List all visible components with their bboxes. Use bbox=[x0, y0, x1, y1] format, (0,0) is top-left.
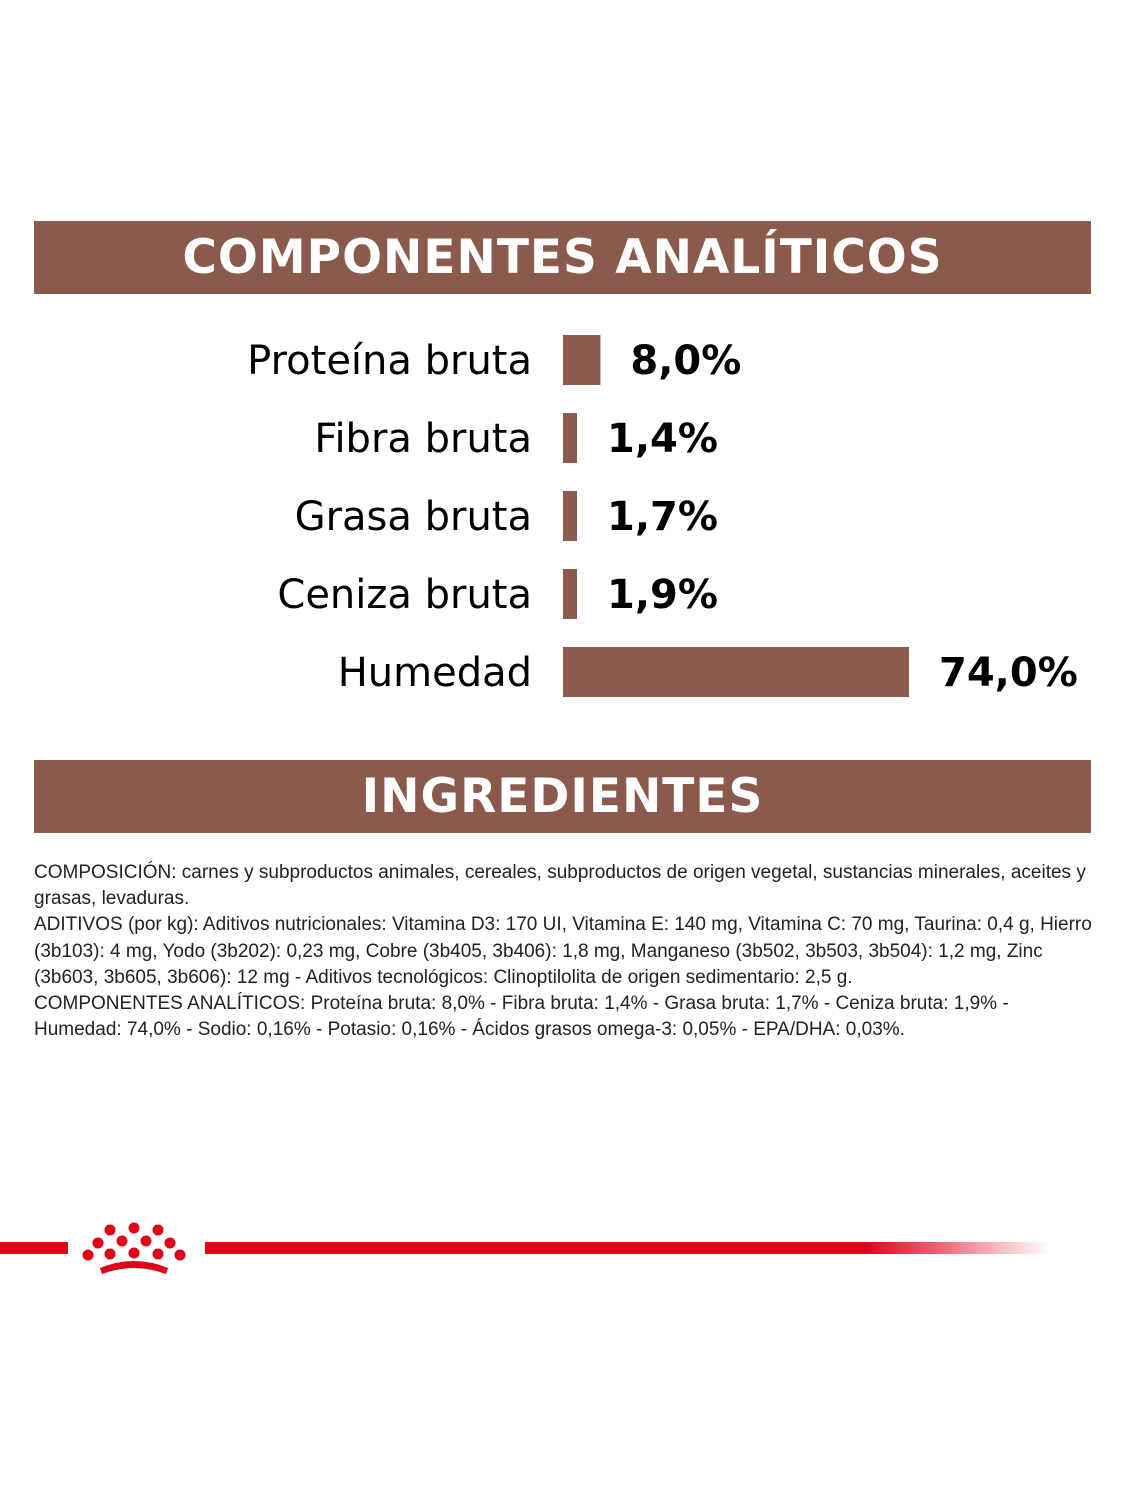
bar-label: Ceniza bruta bbox=[277, 572, 532, 618]
bar-label: Humedad bbox=[338, 650, 532, 696]
bar-label: Grasa bruta bbox=[295, 494, 532, 540]
bar-label: Fibra bruta bbox=[314, 416, 532, 462]
bar-value-label: 1,4% bbox=[607, 416, 718, 462]
ingredients-text: COMPOSICIÓN: carnes y subproductos anima… bbox=[34, 860, 1094, 1043]
analytics-bar-chart: Proteína bruta 8,0% Fibra bruta 1,4% Grasa b… bbox=[247, 335, 1078, 697]
bar bbox=[563, 491, 577, 541]
bar-value-label: 1,9% bbox=[607, 572, 718, 618]
ingredients-banner: INGREDIENTES bbox=[34, 760, 1091, 833]
royal-canin-crown-icon bbox=[82, 1222, 186, 1274]
bar bbox=[563, 335, 601, 385]
ingredients-title: INGREDIENTES bbox=[361, 769, 764, 824]
bar bbox=[563, 647, 909, 697]
brand-line-left bbox=[0, 1242, 68, 1254]
brand-strip bbox=[0, 1222, 1050, 1274]
bar-value-label: 8,0% bbox=[630, 338, 741, 384]
bar-value-label: 74,0% bbox=[939, 650, 1078, 696]
bar bbox=[563, 413, 577, 463]
bar-value-label: 1,7% bbox=[607, 494, 718, 540]
analytics-banner: COMPONENTES ANALÍTICOS bbox=[34, 221, 1091, 294]
additives-paragraph: ADITIVOS (por kg): Aditivos nutricionale… bbox=[34, 914, 1092, 988]
bar-label: Proteína bruta bbox=[247, 338, 532, 384]
bar bbox=[563, 569, 577, 619]
composition-paragraph: COMPOSICIÓN: carnes y subproductos anima… bbox=[34, 862, 1086, 910]
brand-line-right bbox=[205, 1242, 1050, 1254]
analytics-title: COMPONENTES ANALÍTICOS bbox=[182, 230, 943, 285]
analytical-components-paragraph: COMPONENTES ANALÍTICOS: Proteína bruta: … bbox=[34, 993, 1009, 1041]
